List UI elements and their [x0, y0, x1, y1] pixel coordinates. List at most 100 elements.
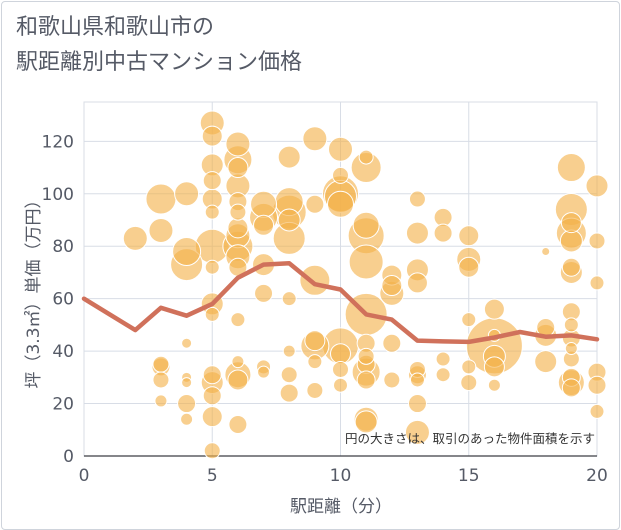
bubble-point — [172, 236, 202, 266]
bubble-point — [230, 312, 246, 328]
average-line-series — [81, 261, 600, 345]
bubble-point — [279, 383, 299, 403]
bubble-point — [305, 194, 325, 214]
y-axis-label: 坪（3.3㎡）単価（万円） — [24, 191, 44, 388]
bubble-point — [277, 208, 301, 232]
bubble-series — [122, 110, 609, 460]
bubble-point — [328, 136, 353, 162]
bubble-point — [563, 317, 579, 333]
bubble-point — [352, 211, 380, 239]
x-tick-label: 20 — [586, 466, 608, 486]
bubble-point — [357, 347, 375, 365]
bubble-point — [145, 183, 177, 215]
bubble-point — [382, 333, 402, 353]
bubble-point — [277, 145, 301, 169]
bubble-point — [589, 275, 605, 291]
bubble-point — [556, 153, 586, 183]
x-tick-label: 15 — [458, 466, 480, 486]
bubble-point — [356, 370, 376, 390]
bubble-point — [204, 259, 220, 275]
y-tick-label: 20 — [52, 395, 74, 415]
bubble-point — [560, 212, 582, 234]
bubble-point — [227, 217, 249, 239]
bubble-point — [280, 366, 298, 384]
y-tick-label: 120 — [42, 132, 74, 152]
bubble-point — [405, 221, 429, 245]
bubble-point — [250, 190, 278, 218]
bubble-point — [561, 257, 581, 277]
bubble-point — [227, 157, 249, 179]
bubble-point — [330, 343, 351, 365]
bubble-point — [408, 190, 426, 208]
y-tick-label: 40 — [52, 342, 74, 362]
bubble-point — [433, 223, 453, 243]
bubble-point — [177, 394, 197, 414]
bubble-point — [458, 225, 480, 247]
bubble-point — [327, 190, 354, 218]
bubble-point — [152, 371, 170, 389]
bubble-point — [461, 312, 477, 328]
bubble-point — [561, 378, 581, 398]
bubble-point — [564, 341, 578, 355]
bubble-point — [541, 246, 551, 256]
bubble-point — [435, 367, 451, 383]
bubble-point — [201, 406, 223, 428]
bubble-point — [483, 356, 505, 378]
tick-labels: 0 5 10 15 20 0 20 40 60 80 100 120 — [42, 132, 608, 486]
bubble-point — [306, 381, 324, 399]
bubble-point — [404, 419, 430, 445]
bubble-point — [435, 351, 451, 367]
y-tick-label: 60 — [52, 290, 74, 310]
bubble-point — [302, 126, 328, 152]
x-tick-label: 0 — [79, 466, 90, 486]
bubble-point — [281, 291, 297, 307]
bubble-point — [332, 360, 349, 378]
bubble-point — [299, 264, 331, 296]
bubble-point — [587, 375, 607, 395]
bubble-point — [461, 359, 477, 375]
bubble-point — [460, 374, 478, 392]
bubble-point — [180, 412, 194, 426]
bubble-point — [229, 203, 247, 221]
bubble-point — [254, 283, 274, 303]
bubble-point — [202, 171, 222, 191]
bubble-point — [202, 365, 222, 385]
bubble-point — [228, 415, 248, 435]
bubble-point — [381, 275, 403, 297]
bubble-point — [407, 394, 427, 414]
average-price-line — [81, 261, 600, 345]
bubble-point — [225, 131, 251, 157]
bubble-point — [181, 337, 193, 349]
bubble-point — [304, 330, 326, 352]
bubble-point — [201, 125, 223, 147]
y-tick-label: 0 — [63, 447, 74, 467]
bubble-point — [332, 166, 349, 184]
bubble-point — [204, 306, 220, 322]
chart-title: 和歌山県和歌山市の 駅距離別中古マンション価格 — [16, 10, 302, 80]
bubble-point — [585, 174, 609, 198]
bubble-point — [487, 378, 501, 392]
bubble-point — [231, 355, 245, 369]
bubble-point — [483, 298, 505, 320]
bubble-point — [348, 244, 384, 280]
bubble-point — [154, 394, 168, 408]
bubble-point — [148, 217, 174, 243]
bubble-point — [383, 371, 401, 389]
bubble-point — [204, 204, 220, 220]
bubble-point — [203, 442, 221, 460]
bubble-point — [358, 149, 374, 165]
bubble-point — [122, 225, 148, 251]
bubble-point — [152, 355, 170, 373]
bubble-size-note: 円の大きさは、取引のあった物件面積を示す — [345, 431, 595, 446]
bubble-point — [181, 377, 193, 389]
bubble-point — [174, 181, 200, 207]
bubble-point — [458, 256, 480, 278]
bubble-point — [202, 386, 222, 406]
bubble-point — [406, 272, 428, 294]
chart-title-line-1: 和歌山県和歌山市の — [16, 15, 215, 40]
y-tick-label: 100 — [42, 185, 74, 205]
bubble-point — [253, 214, 275, 236]
bubble-point — [282, 344, 296, 358]
y-tick-label: 80 — [52, 237, 74, 257]
